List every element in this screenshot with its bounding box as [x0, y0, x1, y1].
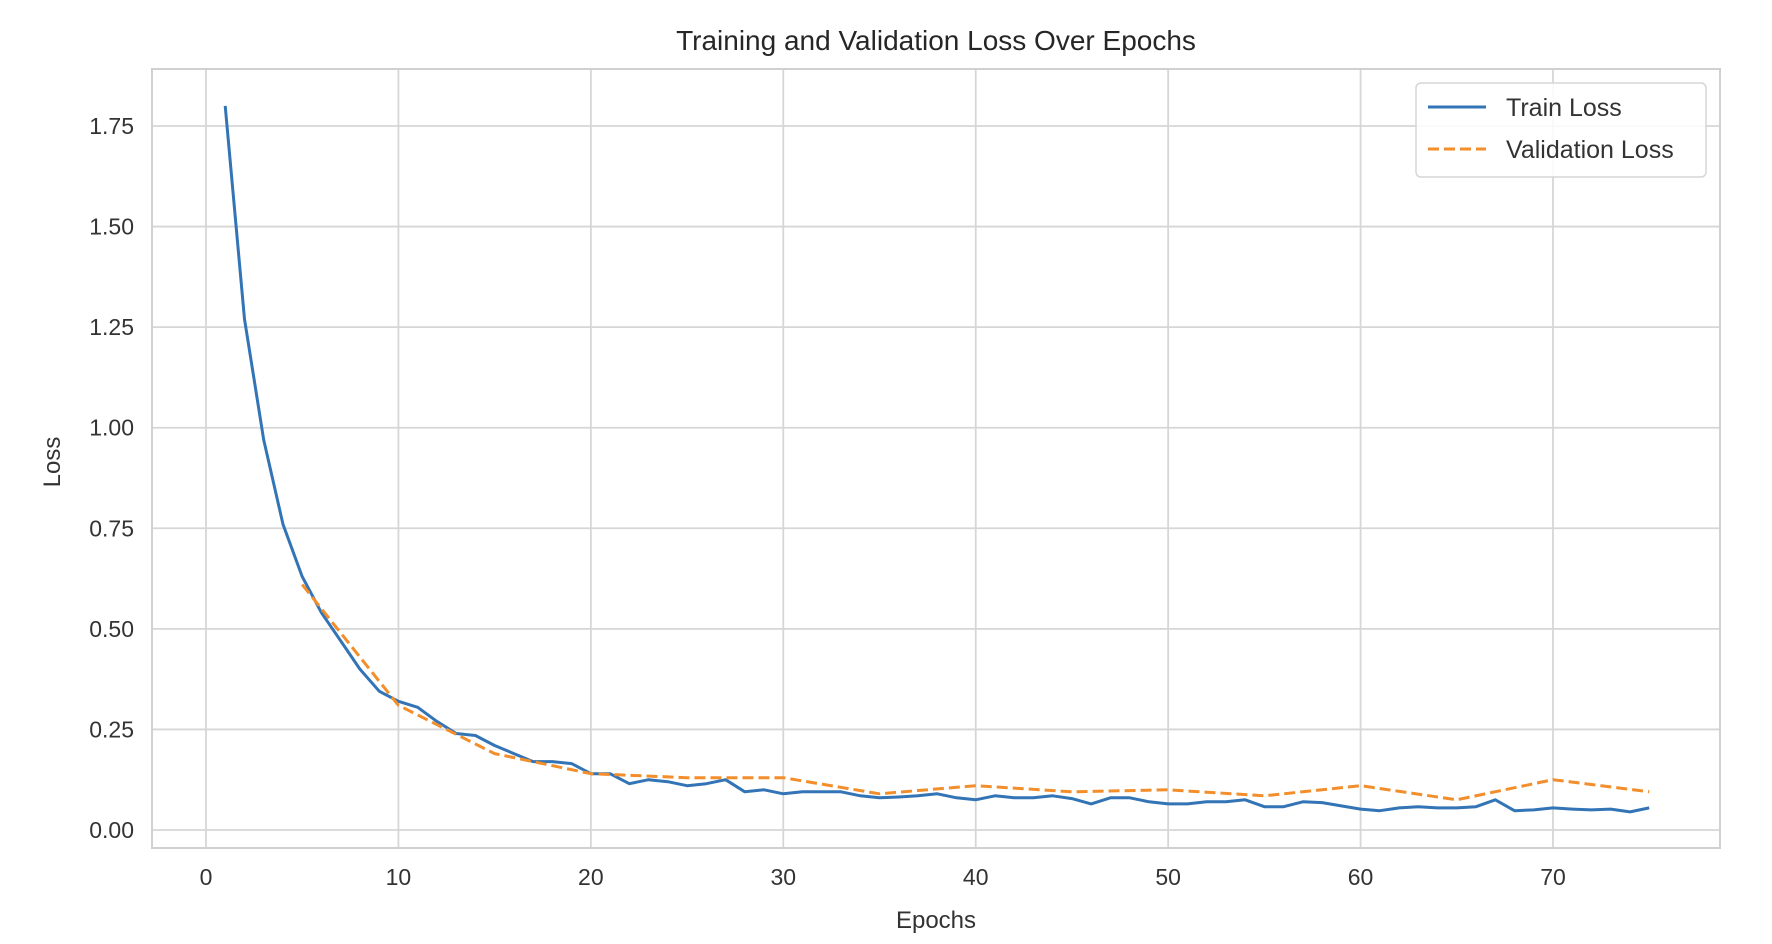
y-tick-label: 1.25	[89, 314, 134, 340]
plot-frame	[151, 68, 1721, 849]
y-tick-label: 0.25	[89, 716, 134, 742]
validation-loss-line	[301, 583, 1650, 802]
y-tick-label: 1.75	[89, 113, 134, 139]
y-tick-label: 1.50	[89, 214, 134, 240]
legend: Train Loss Validation Loss	[1415, 82, 1707, 178]
chart-title: Training and Validation Loss Over Epochs	[676, 25, 1196, 56]
x-tick-label: 30	[770, 864, 796, 890]
legend-train-label: Train Loss	[1506, 94, 1622, 122]
y-axis-label: Loss	[39, 437, 66, 488]
x-tick-label: 50	[1155, 864, 1181, 890]
y-tick-label: 0.75	[89, 515, 134, 541]
x-tick-label: 70	[1540, 864, 1566, 890]
legend-box	[1415, 82, 1707, 178]
y-tick-label: 0.00	[89, 817, 134, 843]
y-tick-label: 0.50	[89, 616, 134, 642]
y-tick-label: 1.00	[89, 415, 134, 441]
x-tick-label: 10	[386, 864, 412, 890]
x-tick-label: 40	[963, 864, 989, 890]
legend-validation-label: Validation Loss	[1506, 136, 1674, 164]
x-tick-label: 60	[1348, 864, 1374, 890]
x-axis-label: Epochs	[896, 907, 976, 934]
x-tick-label: 20	[578, 864, 604, 890]
train-loss-line	[223, 105, 1650, 814]
x-tick-label: 0	[200, 864, 213, 890]
